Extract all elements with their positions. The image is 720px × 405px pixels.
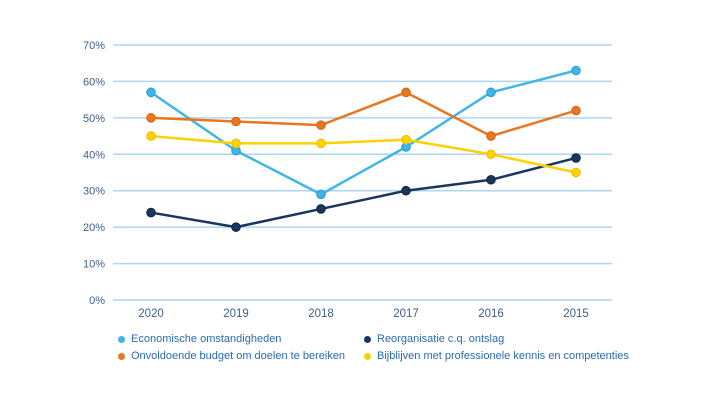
data-point-series2-2015 [571,105,581,116]
legend-item-3: Bijblijven met professionele kennis en c… [364,350,678,363]
legend-label: Bijblijven met professionele kennis en c… [377,350,629,362]
y-axis-tick-label-30: 30% [83,186,105,198]
data-point-series2-2020 [146,113,156,123]
series-line-3 [149,134,578,174]
data-point-series2-2019 [231,116,241,127]
x-axis-tick-label-2020: 2020 [138,308,164,320]
legend-label: Reorganisatie c.q. ontslag [377,333,505,345]
series-line-1 [149,156,578,229]
legend-item-1: Reorganisatie c.q. ontslag [364,333,678,346]
data-point-series1-2020 [146,207,156,218]
data-point-series3-2018 [316,138,326,149]
y-axis-tick-label-60: 60% [83,76,105,88]
data-point-series0-2016 [486,87,496,98]
y-axis-tick-label-40: 40% [83,149,105,161]
y-axis-tick-label-10: 10% [83,259,105,271]
legend-marker-icon [364,336,371,343]
y-axis-tick-label-50: 50% [83,113,105,125]
x-axis-tick-label-2019: 2019 [223,308,249,320]
legend-item-0: Economische omstandigheden [118,333,364,346]
x-axis-tick-label-2017: 2017 [393,308,419,320]
data-point-series1-2017 [401,185,411,196]
legend-label: Onvoldoende budget om doelen te bereiken [131,350,346,362]
data-point-series2-2017 [401,87,411,98]
x-axis-tick-label-2015: 2015 [563,308,589,320]
y-axis-tick-label-20: 20% [83,222,105,234]
data-point-series2-2018 [316,120,326,130]
data-point-series1-2016 [486,174,496,185]
y-axis-tick-label-70: 70% [83,40,105,52]
data-point-series0-2020 [146,87,156,98]
data-point-series3-2020 [146,131,156,141]
legend-marker-icon [118,336,125,343]
data-point-series2-2016 [486,131,496,141]
y-axis-tick-label-0: 0% [89,295,105,307]
series-line-2 [149,91,578,138]
data-point-series1-2015 [571,153,581,163]
data-point-series3-2017 [401,134,411,145]
legend-marker-icon [118,353,125,360]
series-line-0 [149,69,578,196]
x-axis-tick-label-2018: 2018 [308,308,334,320]
data-point-series0-2018 [316,189,326,200]
x-axis-tick-label-2016: 2016 [478,308,504,320]
legend-label: Economische omstandigheden [131,333,282,345]
data-point-series3-2019 [231,138,241,149]
chart-legend: Economische omstandigheden Reorganisatie … [118,333,678,363]
data-point-series3-2016 [486,149,496,160]
data-point-series1-2019 [231,222,241,232]
data-point-series3-2015 [571,167,581,178]
chart-plot-area: 0% 10% 20% 30% 40% 50% 60% 70% 2020 2019 2018 2017 2… [83,40,612,320]
data-point-series0-2015 [571,65,581,76]
legend-item-2: Onvoldoende budget om doelen te bereiken [118,350,364,363]
data-point-series1-2018 [316,204,326,214]
legend-marker-icon [364,353,371,360]
